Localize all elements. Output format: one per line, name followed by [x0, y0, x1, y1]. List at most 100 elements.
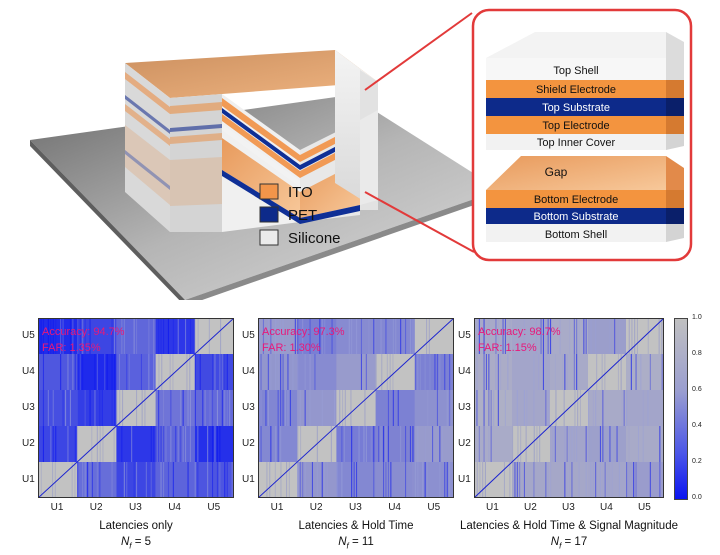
- colorbar-tick-label: 0.4: [692, 422, 702, 429]
- block-r4-c3: [116, 426, 156, 462]
- block-r1-c2: [297, 318, 337, 354]
- block-r5-c5: [414, 462, 454, 498]
- block-r3-c5: [626, 390, 664, 426]
- block-r3-c5: [414, 390, 454, 426]
- block-r2-c5: [414, 354, 454, 390]
- y-tick-label: U3: [22, 402, 35, 413]
- material-legend: ITO PET Silicone: [259, 183, 341, 247]
- block-r5-c2: [77, 462, 117, 498]
- x-tick-label: U4: [388, 502, 401, 513]
- block-r4-c5: [414, 426, 454, 462]
- block-r4-c4: [588, 426, 626, 462]
- block-r2-c3: [550, 354, 588, 390]
- legend-swatch-ito: [259, 183, 279, 200]
- legend-swatch-pet: [259, 206, 279, 223]
- y-tick-label: U1: [458, 474, 471, 485]
- block-r3-c2: [297, 390, 337, 426]
- nf-symbol: N: [338, 536, 347, 548]
- accuracy-label: Accuracy: 97.3%: [262, 326, 345, 338]
- block-r1-c2: [512, 318, 550, 354]
- block-r4-c3: [550, 426, 588, 462]
- box-right-face: [335, 50, 378, 210]
- x-tick-label: U2: [309, 502, 323, 513]
- x-tick-label: U5: [207, 502, 221, 513]
- block-r3-c1: [38, 390, 78, 426]
- colorbar-tick-label: 0.6: [692, 386, 702, 393]
- zoom-line-bottom: [364, 191, 475, 253]
- matrix-panel-2: Accuracy: 97.3% FAR: 1.30%: [258, 318, 454, 498]
- block-r3-c2: [512, 390, 550, 426]
- upper-layer-stack: [486, 32, 684, 150]
- x-tick-label: U3: [349, 502, 362, 513]
- lower-layer-stack: [486, 156, 684, 242]
- block-r2-c1: [474, 354, 512, 390]
- block-r1-c4: [155, 318, 195, 354]
- block-r4-c3: [336, 426, 376, 462]
- nf-value: = 5: [131, 536, 152, 548]
- label-top-substrate: Top Substrate: [542, 102, 610, 114]
- label-top-shell: Top Shell: [553, 65, 598, 77]
- nf-value: = 17: [561, 536, 588, 548]
- nf-symbol: N: [550, 536, 560, 548]
- x-tick-label: U5: [427, 502, 441, 513]
- block-r2-c4: [596, 354, 622, 390]
- nf-subscript: f: [559, 541, 562, 551]
- block-r4-c4: [155, 426, 195, 462]
- y-tick-label: U4: [242, 366, 255, 377]
- panel-caption: Latencies & Hold Time: [298, 520, 414, 532]
- label-bottom-shell: Bottom Shell: [545, 229, 607, 241]
- colorbar: [674, 318, 688, 500]
- box-left-face: [125, 63, 170, 232]
- block-r1-c5: [628, 318, 663, 354]
- colorbar-tick-label: 0.0: [692, 494, 702, 501]
- block-r3-c4: [375, 390, 415, 426]
- block-r1-c5: [194, 318, 222, 354]
- block-r2-c5: [626, 354, 664, 390]
- x-tick-label: U1: [270, 502, 284, 513]
- far-label: FAR: 1.15%: [478, 342, 537, 354]
- self-similarity-diagonal: [474, 318, 664, 498]
- sensor-illustration: Top Shell Shield Electrode Top Substrate…: [30, 8, 693, 300]
- label-gap: Gap: [545, 165, 568, 179]
- block-r5-c2: [512, 462, 550, 498]
- block-r1-c5: [426, 318, 430, 354]
- matrix-panel-3: Accuracy: 98.7% FAR: 1.15%: [474, 318, 664, 498]
- block-r5-c3: [550, 462, 588, 498]
- block-r2-c2: [77, 354, 117, 390]
- block-r5-c5: [194, 462, 234, 498]
- block-r5-c3: [336, 462, 376, 498]
- block-r2-c4: [375, 354, 394, 390]
- y-tick-label: U5: [242, 330, 255, 341]
- legend-swatch-silicone: [259, 229, 279, 246]
- heatmap-3: [474, 318, 664, 498]
- block-r5-c3: [116, 462, 156, 498]
- block-r2-c3: [116, 354, 156, 390]
- block-r4-c2: [512, 426, 541, 462]
- block-r5-c2: [297, 462, 337, 498]
- block-r5-c1: [266, 462, 290, 498]
- block-r3-c1: [474, 390, 512, 426]
- block-r5-c5: [626, 462, 664, 498]
- y-tick-label: U3: [458, 402, 471, 413]
- block-r2-c5: [194, 354, 234, 390]
- block-r1-c3: [550, 318, 588, 354]
- x-tick-label: U1: [486, 502, 499, 513]
- label-top-inner-cover: Top Inner Cover: [537, 137, 616, 149]
- label-bottom-substrate: Bottom Substrate: [534, 211, 619, 223]
- block-r3-c3: [339, 390, 366, 426]
- y-tick-label: U3: [242, 402, 255, 413]
- y-tick-label: U1: [22, 474, 35, 485]
- block-r2-c1: [38, 354, 78, 390]
- block-r3-c2: [77, 390, 117, 426]
- accuracy-label: Accuracy: 98.7%: [478, 326, 561, 338]
- label-top-electrode: Top Electrode: [542, 120, 609, 132]
- x-tick-label: U1: [50, 502, 64, 513]
- block-r4-c1: [474, 426, 512, 462]
- block-r5-c4: [375, 462, 415, 498]
- self-similarity-diagonal: [38, 318, 234, 498]
- block-r4-c4: [375, 426, 415, 462]
- block-r3-c1: [258, 390, 298, 426]
- block-r1-c3: [116, 318, 156, 354]
- matrix-panel-1: Accuracy: 94.7% FAR: 1.35%: [38, 318, 234, 498]
- heatmap-frame: [38, 318, 234, 498]
